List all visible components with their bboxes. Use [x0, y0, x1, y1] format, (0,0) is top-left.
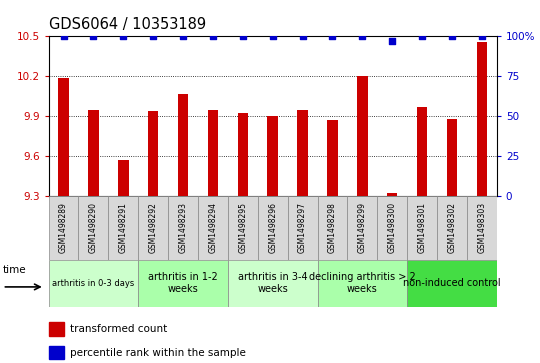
Point: [239, 33, 247, 39]
Bar: [327, 120, 338, 196]
Bar: [318, 260, 407, 307]
Bar: [357, 76, 368, 196]
Bar: [407, 196, 437, 260]
Text: GSM1498289: GSM1498289: [59, 202, 68, 253]
Text: GSM1498299: GSM1498299: [358, 202, 367, 253]
Bar: [49, 260, 138, 307]
Bar: [198, 196, 228, 260]
Bar: [88, 110, 99, 196]
Point: [448, 33, 456, 39]
Text: transformed count: transformed count: [70, 324, 167, 334]
Text: declining arthritis > 2
weeks: declining arthritis > 2 weeks: [309, 272, 416, 294]
Text: arthritis in 0-3 days: arthritis in 0-3 days: [52, 279, 134, 287]
Text: GSM1498297: GSM1498297: [298, 202, 307, 253]
Text: GSM1498291: GSM1498291: [119, 202, 128, 253]
Bar: [288, 196, 318, 260]
Bar: [377, 196, 407, 260]
Text: GDS6064 / 10353189: GDS6064 / 10353189: [49, 17, 206, 32]
Bar: [298, 110, 308, 196]
Text: GSM1498296: GSM1498296: [268, 202, 277, 253]
Text: arthritis in 3-4
weeks: arthritis in 3-4 weeks: [238, 272, 307, 294]
Text: time: time: [3, 265, 26, 275]
Bar: [417, 107, 427, 196]
Bar: [118, 160, 129, 196]
Point: [358, 33, 367, 39]
Bar: [109, 196, 138, 260]
Text: non-induced control: non-induced control: [403, 278, 501, 288]
Bar: [258, 196, 288, 260]
Bar: [58, 78, 69, 196]
Bar: [447, 119, 457, 196]
Text: GSM1498303: GSM1498303: [477, 202, 487, 253]
Point: [179, 33, 187, 39]
Text: GSM1498298: GSM1498298: [328, 202, 337, 253]
Text: GSM1498302: GSM1498302: [448, 202, 456, 253]
Bar: [148, 111, 158, 196]
Bar: [178, 94, 188, 196]
Bar: [208, 110, 218, 196]
Bar: [228, 196, 258, 260]
Text: percentile rank within the sample: percentile rank within the sample: [70, 348, 246, 358]
Text: GSM1498301: GSM1498301: [417, 202, 427, 253]
Text: arthritis in 1-2
weeks: arthritis in 1-2 weeks: [148, 272, 218, 294]
Bar: [138, 196, 168, 260]
Text: GSM1498290: GSM1498290: [89, 202, 98, 253]
Point: [477, 33, 486, 39]
Bar: [238, 114, 248, 196]
Text: GSM1498295: GSM1498295: [238, 202, 247, 253]
Bar: [168, 196, 198, 260]
Text: GSM1498294: GSM1498294: [208, 202, 218, 253]
Bar: [467, 196, 497, 260]
Bar: [407, 260, 497, 307]
Bar: [477, 42, 487, 196]
Point: [149, 33, 158, 39]
Point: [89, 33, 98, 39]
Bar: [138, 260, 228, 307]
Point: [59, 33, 68, 39]
Bar: [387, 193, 397, 196]
Point: [418, 33, 427, 39]
Point: [268, 33, 277, 39]
Bar: [49, 322, 64, 336]
Point: [298, 33, 307, 39]
Bar: [267, 116, 278, 196]
Bar: [228, 260, 318, 307]
Point: [328, 33, 337, 39]
Bar: [78, 196, 109, 260]
Bar: [437, 196, 467, 260]
Point: [388, 38, 396, 44]
Text: GSM1498292: GSM1498292: [148, 202, 158, 253]
Bar: [49, 346, 64, 359]
Text: GSM1498300: GSM1498300: [388, 202, 397, 253]
Text: GSM1498293: GSM1498293: [179, 202, 187, 253]
Point: [208, 33, 217, 39]
Point: [119, 33, 127, 39]
Bar: [49, 196, 78, 260]
Bar: [318, 196, 347, 260]
Bar: [347, 196, 377, 260]
